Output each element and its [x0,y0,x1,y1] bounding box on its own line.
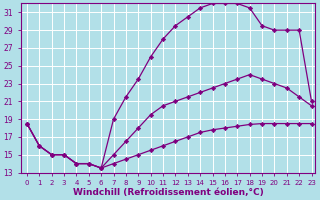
X-axis label: Windchill (Refroidissement éolien,°C): Windchill (Refroidissement éolien,°C) [73,188,263,197]
